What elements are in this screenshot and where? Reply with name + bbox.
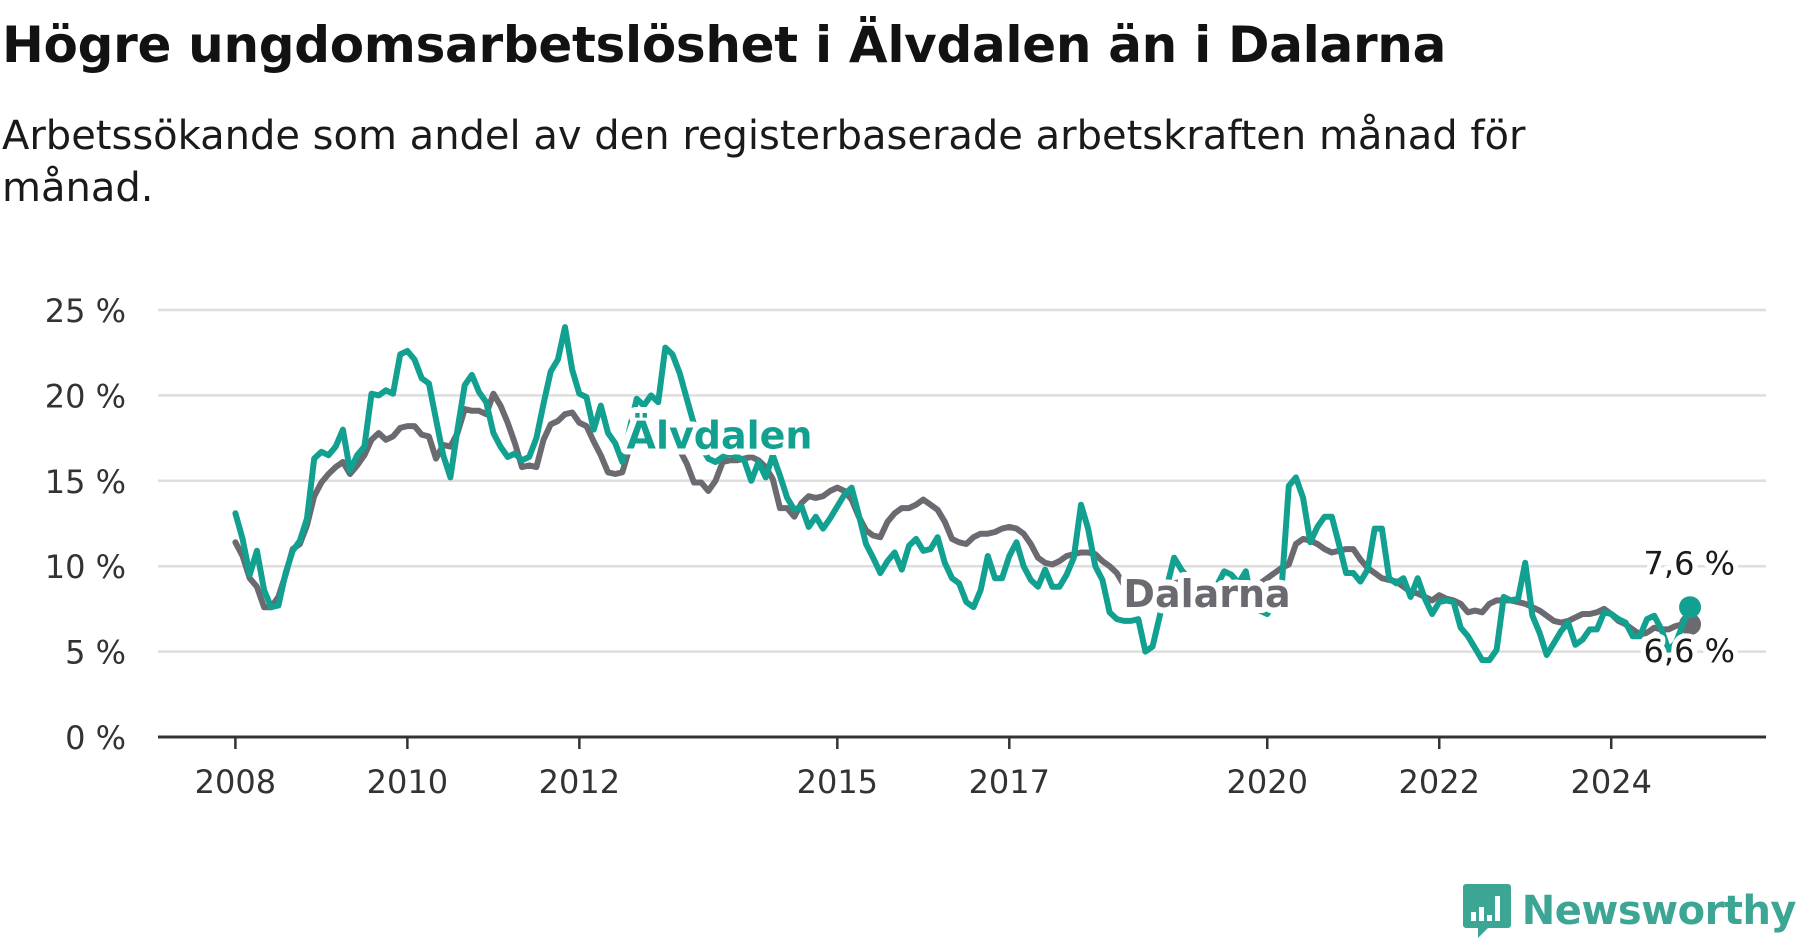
y-tick-label: 15 % — [45, 463, 126, 501]
chart-logo-icon — [1462, 884, 1511, 938]
end-point-alvdalen — [1679, 596, 1702, 619]
series-label-alvdalen-halo: Älvdalen — [627, 413, 813, 457]
y-axis: 0 % 5 % 10 % 15 % 20 % 25 % — [45, 292, 126, 757]
end-label-alvdalen-halo: 7,6 % — [1644, 545, 1735, 583]
x-axis: 2008 2010 2012 2015 2017 2020 2022 2024 — [158, 735, 1766, 801]
end-label-dalarna-group: 6,6 %6,6 % — [1639, 627, 1740, 675]
series-lines — [232, 324, 1702, 664]
x-tick-label: 2010 — [367, 763, 448, 801]
y-tick-label: 25 % — [45, 292, 126, 330]
y-tick-label: 20 % — [45, 377, 126, 415]
series-label-dalarna-halo: Dalarna — [1123, 572, 1290, 616]
newsworthy-logo: Newsworthy — [1462, 882, 1797, 940]
x-tick-label: 2008 — [195, 763, 276, 801]
y-tick-label: 10 % — [45, 548, 126, 586]
x-tick-label: 2022 — [1399, 763, 1480, 801]
x-tick-label: 2012 — [539, 763, 620, 801]
brand-name: Newsworthy — [1521, 888, 1797, 934]
x-tick-label: 2024 — [1571, 763, 1652, 801]
series-line-alvdalen — [232, 324, 1693, 664]
series-label-dalarna: Dalarna — [1123, 572, 1290, 616]
end-label-dalarna: 6,6 % — [1644, 632, 1735, 670]
chart-subtitle: Arbetssökande som andel av den registerb… — [2, 113, 1526, 211]
end-label-alvdalen-group: 7,6 %7,6 % — [1639, 540, 1740, 588]
chart-title: Högre ungdomsarbetslöshet i Älvdalen än … — [2, 16, 1447, 74]
x-tick-label: 2017 — [969, 763, 1050, 801]
series-label-alvdalen: Älvdalen — [627, 413, 813, 457]
y-tick-label: 5 % — [65, 634, 126, 672]
end-label-dalarna-halo: 6,6 % — [1644, 632, 1735, 670]
x-tick-label: 2015 — [797, 763, 878, 801]
x-tick-label: 2020 — [1227, 763, 1308, 801]
y-tick-label: 0 % — [65, 719, 126, 757]
end-label-alvdalen: 7,6 % — [1644, 545, 1735, 583]
